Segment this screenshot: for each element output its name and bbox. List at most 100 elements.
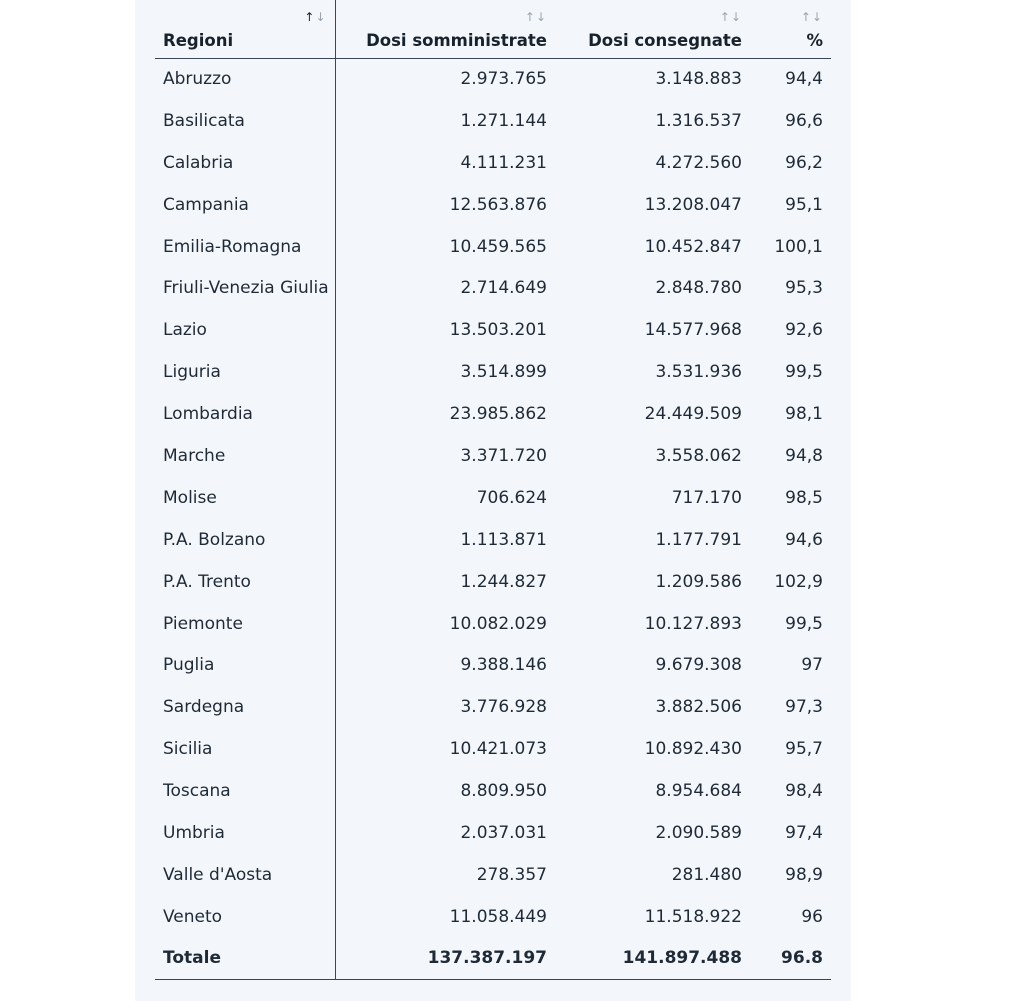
cell-region: Puglia <box>155 644 336 687</box>
sort-icon[interactable]: ↑↓ <box>800 10 823 24</box>
cell-delivered: 3.531.936 <box>655 362 742 383</box>
column-header-label: Dosi consegnate <box>588 30 742 50</box>
cell-region: Veneto <box>155 895 336 938</box>
cell-administered: 10.421.073 <box>449 739 547 760</box>
table-row: Piemonte 10.082.029 10.127.893 99,5 <box>155 602 831 645</box>
cell-percent: 95,1 <box>785 194 823 215</box>
cell-region: Emilia-Romagna <box>155 225 336 268</box>
cell-percent: 97,4 <box>785 822 823 843</box>
cell-administered: 1.271.144 <box>460 110 547 131</box>
cell-percent: 100,1 <box>774 236 823 257</box>
cell-administered: 10.082.029 <box>449 613 547 634</box>
sort-icon[interactable]: ↑↓ <box>304 10 327 24</box>
column-header-label: % <box>806 30 823 50</box>
cell-administered: 10.459.565 <box>449 236 547 257</box>
table-row: Puglia 9.388.146 9.679.308 97 <box>155 644 831 687</box>
table-body: Abruzzo 2.973.765 3.148.883 94,4 Basilicata 1… <box>155 58 831 981</box>
cell-region: Lazio <box>155 309 336 352</box>
cell-delivered: 3.882.506 <box>655 697 742 718</box>
cell-percent: 92,6 <box>785 320 823 341</box>
table-row: Sardegna 3.776.928 3.882.506 97,3 <box>155 686 831 729</box>
table-row: Marche 3.371.720 3.558.062 94,8 <box>155 435 831 477</box>
table-row: P.A. Trento 1.244.827 1.209.586 102,9 <box>155 560 831 603</box>
cell-percent: 95,7 <box>785 739 823 760</box>
sort-icon[interactable]: ↑↓ <box>719 10 742 24</box>
cell-delivered: 24.449.509 <box>644 404 742 425</box>
cell-delivered: 11.518.922 <box>644 906 742 927</box>
cell-region: Liguria <box>155 351 336 394</box>
cell-delivered: 4.272.560 <box>655 152 742 173</box>
cell-percent: 102,9 <box>774 571 823 592</box>
sort-icon[interactable]: ↑↓ <box>524 10 547 24</box>
column-header-administered[interactable]: ↑↓ Dosi somministrate <box>335 0 555 59</box>
table-row: Sicilia 10.421.073 10.892.430 95,7 <box>155 728 831 771</box>
column-header-region[interactable]: ↑↓ Regioni <box>155 0 336 59</box>
cell-administered: 3.371.720 <box>460 445 547 466</box>
table-row: P.A. Bolzano 1.113.871 1.177.791 94,6 <box>155 518 831 561</box>
cell-percent: 98,9 <box>785 864 823 885</box>
cell-region: Basilicata <box>155 99 336 142</box>
column-header-label: Regioni <box>163 30 234 50</box>
cell-percent: 96,2 <box>785 152 823 173</box>
cell-delivered: 13.208.047 <box>644 194 742 215</box>
cell-administered: 2.037.031 <box>460 822 547 843</box>
cell-administered: 278.357 <box>476 864 547 885</box>
table-row: Toscana 8.809.950 8.954.684 98,4 <box>155 770 831 813</box>
total-cell-percent: 96.8 <box>750 937 831 981</box>
cell-region: Umbria <box>155 812 336 854</box>
table-row: Lombardia 23.985.862 24.449.509 98,1 <box>155 393 831 436</box>
cell-administered: 9.388.146 <box>460 655 547 676</box>
cell-administered: 3.776.928 <box>460 697 547 718</box>
cell-region: P.A. Trento <box>155 560 336 603</box>
header-row: ↑↓ Regioni ↑↓ Dosi somministrate ↑↓ Dosi… <box>155 0 831 59</box>
table-panel: ↑↓ Regioni ↑↓ Dosi somministrate ↑↓ Dosi… <box>135 0 851 1001</box>
vaccine-doses-table: ↑↓ Regioni ↑↓ Dosi somministrate ↑↓ Dosi… <box>155 0 831 981</box>
cell-delivered: 10.452.847 <box>644 236 742 257</box>
cell-delivered: 1.316.537 <box>655 110 742 131</box>
cell-delivered: 14.577.968 <box>644 320 742 341</box>
cell-percent: 97 <box>801 655 823 676</box>
cell-administered: 706.624 <box>476 487 547 508</box>
cell-percent: 98,1 <box>785 404 823 425</box>
cell-percent: 94,8 <box>785 445 823 466</box>
cell-percent: 98,4 <box>785 781 823 802</box>
cell-administered: 23.985.862 <box>449 404 547 425</box>
cell-region: Calabria <box>155 141 336 184</box>
column-header-delivered[interactable]: ↑↓ Dosi consegnate <box>555 0 750 59</box>
table-row: Umbria 2.037.031 2.090.589 97,4 <box>155 812 831 854</box>
cell-region: Sardegna <box>155 686 336 729</box>
cell-administered: 12.563.876 <box>449 194 547 215</box>
cell-region: P.A. Bolzano <box>155 518 336 561</box>
cell-delivered: 3.558.062 <box>655 445 742 466</box>
cell-percent: 96 <box>801 906 823 927</box>
cell-percent: 95,3 <box>785 278 823 299</box>
cell-delivered: 3.148.883 <box>655 69 742 90</box>
cell-percent: 96,6 <box>785 110 823 131</box>
cell-delivered: 8.954.684 <box>655 781 742 802</box>
table-row: Basilicata 1.271.144 1.316.537 96,6 <box>155 99 831 142</box>
cell-region: Marche <box>155 435 336 477</box>
cell-percent: 99,5 <box>785 362 823 383</box>
cell-administered: 1.113.871 <box>460 529 547 550</box>
cell-delivered: 2.090.589 <box>655 822 742 843</box>
column-header-percent[interactable]: ↑↓ % <box>750 0 831 59</box>
cell-administered: 11.058.449 <box>449 906 547 927</box>
cell-region: Abruzzo <box>155 58 336 100</box>
table-row: Abruzzo 2.973.765 3.148.883 94,4 <box>155 58 831 100</box>
table-row: Emilia-Romagna 10.459.565 10.452.847 100,1 <box>155 225 831 268</box>
cell-region: Valle d'Aosta <box>155 853 336 896</box>
table-row: Molise 706.624 717.170 98,5 <box>155 476 831 519</box>
table-row: Friuli-Venezia Giulia 2.714.649 2.848.780 9… <box>155 267 831 310</box>
table-row: Lazio 13.503.201 14.577.968 92,6 <box>155 309 831 352</box>
table-row: Valle d'Aosta 278.357 281.480 98,9 <box>155 853 831 896</box>
table-row: Liguria 3.514.899 3.531.936 99,5 <box>155 351 831 394</box>
cell-administered: 8.809.950 <box>460 781 547 802</box>
cell-administered: 4.111.231 <box>460 152 547 173</box>
cell-delivered: 9.679.308 <box>655 655 742 676</box>
total-cell-region: Totale <box>155 937 336 981</box>
table-row: Calabria 4.111.231 4.272.560 96,2 <box>155 141 831 184</box>
cell-region: Lombardia <box>155 393 336 436</box>
total-row: Totale 137.387.197 141.897.488 96.8 <box>155 937 831 981</box>
cell-region: Molise <box>155 476 336 519</box>
cell-administered: 2.714.649 <box>460 278 547 299</box>
